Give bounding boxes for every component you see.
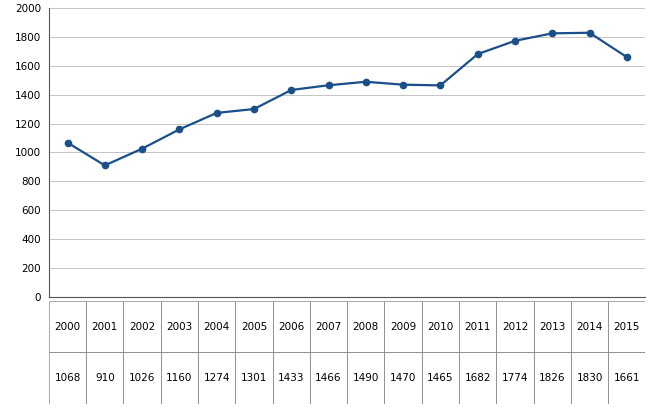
Bar — [608, 301, 645, 352]
Text: 1682: 1682 — [464, 373, 491, 383]
Bar — [123, 352, 161, 404]
Text: 2004: 2004 — [203, 321, 230, 332]
Bar — [347, 352, 385, 404]
Bar — [49, 301, 86, 352]
Text: 2008: 2008 — [353, 321, 379, 332]
Bar — [347, 301, 385, 352]
Bar — [49, 352, 86, 404]
Text: 1826: 1826 — [539, 373, 565, 383]
Text: 2013: 2013 — [539, 321, 565, 332]
Text: 2003: 2003 — [166, 321, 192, 332]
Text: 1160: 1160 — [166, 373, 192, 383]
Text: 1470: 1470 — [390, 373, 417, 383]
Bar — [310, 301, 347, 352]
Text: 1774: 1774 — [502, 373, 528, 383]
Text: 2015: 2015 — [614, 321, 640, 332]
Bar — [273, 301, 310, 352]
Text: 1026: 1026 — [129, 373, 155, 383]
Bar — [422, 301, 459, 352]
Text: 2007: 2007 — [316, 321, 342, 332]
Bar — [161, 352, 198, 404]
Text: 1466: 1466 — [316, 373, 342, 383]
Bar — [422, 352, 459, 404]
Text: 1433: 1433 — [278, 373, 304, 383]
Text: 2000: 2000 — [55, 321, 81, 332]
Text: 2005: 2005 — [241, 321, 267, 332]
Bar — [496, 301, 533, 352]
Bar — [123, 301, 161, 352]
Bar — [273, 352, 310, 404]
Bar — [533, 352, 571, 404]
Bar — [459, 352, 496, 404]
Bar — [608, 352, 645, 404]
Text: 1490: 1490 — [353, 373, 379, 383]
Text: 2002: 2002 — [129, 321, 155, 332]
Text: 2010: 2010 — [427, 321, 454, 332]
Bar — [235, 352, 273, 404]
Text: 1661: 1661 — [614, 373, 640, 383]
Bar — [161, 301, 198, 352]
Bar — [459, 301, 496, 352]
Text: 1274: 1274 — [203, 373, 230, 383]
Text: 2006: 2006 — [278, 321, 304, 332]
Bar — [86, 352, 123, 404]
Text: 1301: 1301 — [241, 373, 267, 383]
Text: 1068: 1068 — [54, 373, 81, 383]
Bar — [385, 301, 422, 352]
Text: 910: 910 — [95, 373, 115, 383]
Text: 2011: 2011 — [464, 321, 491, 332]
Bar — [571, 352, 608, 404]
Bar — [533, 301, 571, 352]
Bar — [385, 352, 422, 404]
Text: 2012: 2012 — [502, 321, 528, 332]
Bar — [496, 352, 533, 404]
Bar — [198, 301, 235, 352]
Text: 1830: 1830 — [576, 373, 602, 383]
Text: 2001: 2001 — [92, 321, 118, 332]
Bar — [198, 352, 235, 404]
Text: 1465: 1465 — [427, 373, 454, 383]
Text: 2014: 2014 — [576, 321, 602, 332]
Bar — [86, 301, 123, 352]
Bar — [235, 301, 273, 352]
Text: 2009: 2009 — [390, 321, 416, 332]
Bar — [571, 301, 608, 352]
Bar — [310, 352, 347, 404]
